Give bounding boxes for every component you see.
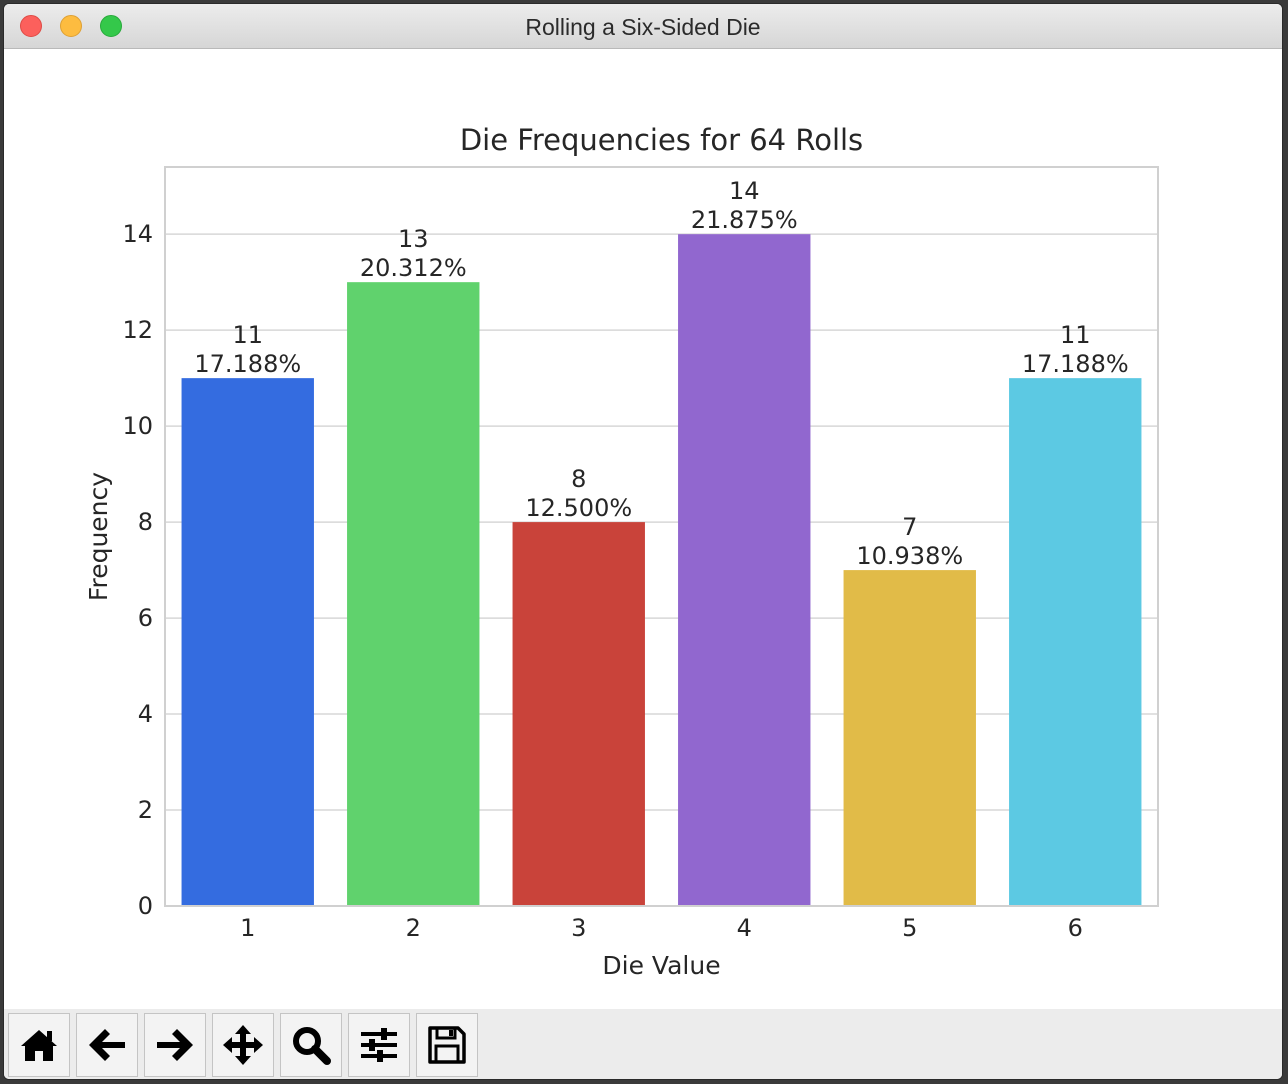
y-tick-label: 14 xyxy=(122,220,153,248)
sliders-icon xyxy=(361,1028,397,1062)
y-tick-label: 4 xyxy=(138,700,153,728)
bar-percent-label: 21.875% xyxy=(691,206,798,234)
bar-count-label: 14 xyxy=(729,177,760,205)
bar-count-label: 8 xyxy=(571,465,586,493)
bar-count-label: 13 xyxy=(398,225,429,253)
bar-chart: 1117.188%11320.312%2812.500%31421.875%47… xyxy=(84,123,1159,980)
close-window-button[interactable] xyxy=(20,15,42,37)
configure-subplots-button[interactable] xyxy=(348,1013,410,1077)
move-icon xyxy=(223,1025,263,1065)
bar-percent-label: 10.938% xyxy=(856,542,963,570)
home-icon xyxy=(21,1030,57,1061)
bar-count-label: 11 xyxy=(232,321,263,349)
zoom-button[interactable] xyxy=(280,1013,342,1077)
y-tick-label: 2 xyxy=(138,796,153,824)
title-bar: Rolling a Six-Sided Die xyxy=(4,4,1282,49)
figure-canvas[interactable]: 11 17.188% 1 13 20.312% 2 8 12.500% 3 14 21.875% 4 7… xyxy=(4,49,1282,1009)
x-axis-label: Die Value xyxy=(602,951,720,980)
back-button[interactable] xyxy=(76,1013,138,1077)
y-tick-label: 6 xyxy=(138,604,153,632)
bar xyxy=(678,234,811,906)
forward-button[interactable] xyxy=(144,1013,206,1077)
bar-count-label: 11 xyxy=(1060,321,1091,349)
bar-percent-label: 17.188% xyxy=(1022,350,1129,378)
x-tick-label: 5 xyxy=(902,914,917,942)
minimize-window-button[interactable] xyxy=(60,15,82,37)
x-tick-label: 3 xyxy=(571,914,586,942)
arrow-left-icon xyxy=(89,1029,125,1061)
home-button[interactable] xyxy=(8,1013,70,1077)
bar-percent-label: 17.188% xyxy=(194,350,301,378)
bar-count-label: 7 xyxy=(902,513,917,541)
navigation-toolbar xyxy=(4,1009,1282,1079)
bar xyxy=(181,378,314,907)
zoom-window-button[interactable] xyxy=(100,15,122,37)
y-tick-label: 8 xyxy=(138,508,153,536)
plot-frame xyxy=(164,166,1159,907)
app-window: Rolling a Six-Sided Die 11 17.188% 1 13 20.3… xyxy=(3,3,1283,1080)
bar xyxy=(843,570,976,906)
save-figure-button[interactable] xyxy=(416,1013,478,1077)
y-tick-label: 0 xyxy=(138,892,153,920)
magnifier-icon xyxy=(293,1027,331,1065)
y-tick-label: 12 xyxy=(122,316,153,344)
bar xyxy=(1009,378,1142,907)
x-tick-label: 2 xyxy=(406,914,421,942)
floppy-disk-icon xyxy=(428,1026,466,1064)
window-title: Rolling a Six-Sided Die xyxy=(525,14,761,40)
y-tick-label: 10 xyxy=(122,412,153,440)
x-tick-label: 6 xyxy=(1068,914,1083,942)
y-axis-label: Frequency xyxy=(84,472,113,601)
bar-percent-label: 20.312% xyxy=(360,254,467,282)
x-tick-label: 1 xyxy=(240,914,255,942)
arrow-right-icon xyxy=(157,1029,193,1061)
x-tick-label: 4 xyxy=(737,914,752,942)
bar xyxy=(512,522,645,906)
pan-button[interactable] xyxy=(212,1013,274,1077)
bar xyxy=(347,282,480,906)
chart-title: Die Frequencies for 64 Rolls xyxy=(460,123,863,157)
bar-percent-label: 12.500% xyxy=(525,494,632,522)
